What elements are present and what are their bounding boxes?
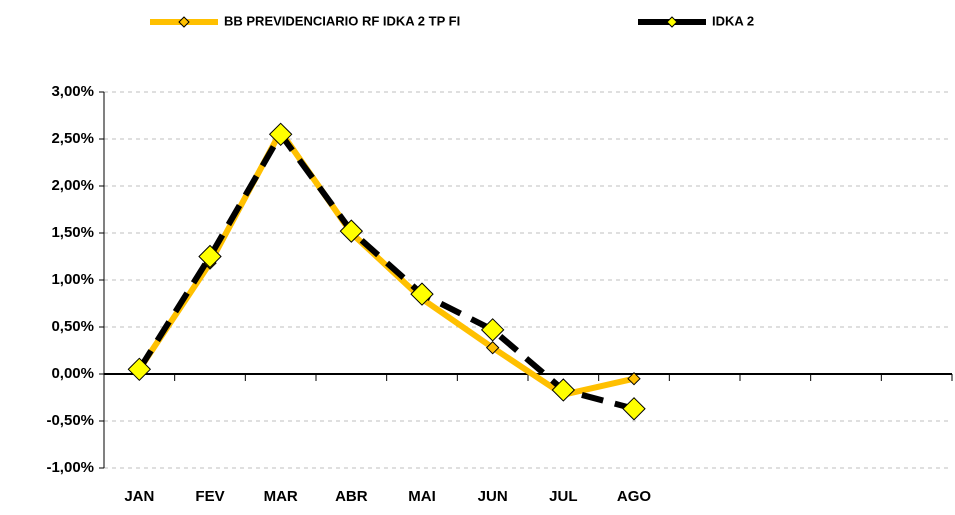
x-tick-label: JUN [478,488,508,505]
x-tick-label: AGO [617,488,652,505]
x-tick-label: FEV [195,488,224,505]
x-tick-label: JAN [124,488,154,505]
marker [480,318,505,342]
x-tick-label: MAI [408,488,436,505]
marker [485,340,500,355]
legend-marker [178,16,190,28]
y-tick-label: -1,00% [46,459,94,476]
marker [410,282,434,306]
marker [268,122,293,147]
y-tick-label: 2,50% [51,130,94,147]
x-tick-label: JUL [549,488,577,505]
series-line [136,131,635,412]
y-tick-label: 0,00% [51,365,94,382]
x-tick-label: ABR [335,488,368,505]
y-tick-label: 3,00% [51,83,94,100]
marker [622,397,646,421]
marker [198,244,222,269]
marker [551,378,576,402]
legend-label: IDKA 2 [712,13,754,28]
legend-label: BB PREVIDENCIARIO RF IDKA 2 TP FI [224,13,460,28]
marker [339,219,364,243]
y-tick-label: 1,50% [51,224,94,241]
y-tick-label: -0,50% [46,412,94,429]
y-tick-label: 2,00% [51,177,94,194]
y-tick-label: 1,00% [51,271,94,288]
marker [627,371,641,386]
x-tick-label: MAR [264,488,298,505]
marker [127,357,152,382]
y-tick-label: 0,50% [51,318,94,335]
legend-marker [666,16,678,28]
